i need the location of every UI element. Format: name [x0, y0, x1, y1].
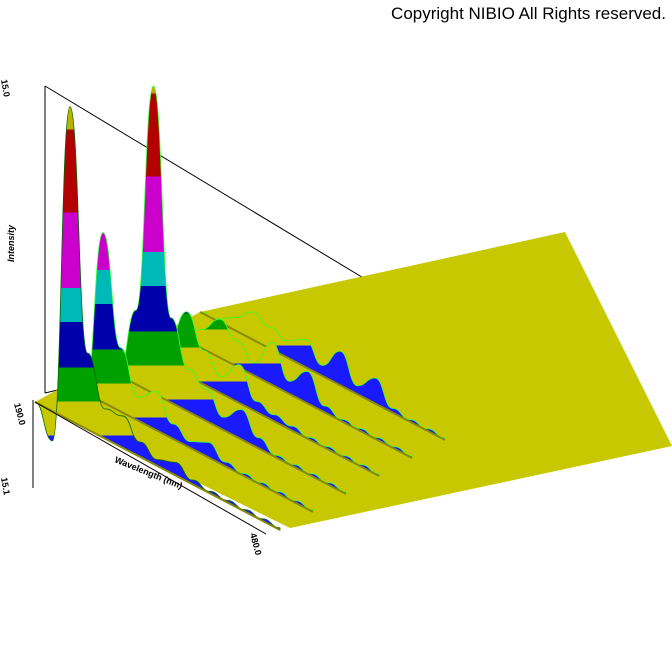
series-baseline-6	[199, 311, 446, 441]
copyright-notice: Copyright NIBIO All Rights reserved.	[391, 4, 666, 23]
x-axis-line	[34, 401, 267, 535]
floor-surface	[35, 232, 672, 528]
series-baseline-3	[100, 365, 347, 495]
series-baseline-2	[67, 383, 314, 513]
z-tick-top: 15.0	[0, 79, 12, 98]
series-baseline-5	[166, 329, 413, 459]
spectrum-series-3	[100, 85, 347, 495]
series-baseline-1	[34, 401, 281, 531]
x-tick-end: 480.0	[248, 532, 263, 556]
series-layer	[34, 85, 446, 531]
back-top-edge	[44, 85, 401, 301]
spectrum-series-5	[166, 318, 413, 459]
z-axis-label: Intensity	[6, 224, 16, 262]
x-tick-start: 190.0	[12, 402, 27, 426]
spectrum-series-1	[34, 106, 281, 531]
z-tick-bottom: 15.1	[0, 477, 12, 496]
floor-plane	[35, 232, 672, 528]
